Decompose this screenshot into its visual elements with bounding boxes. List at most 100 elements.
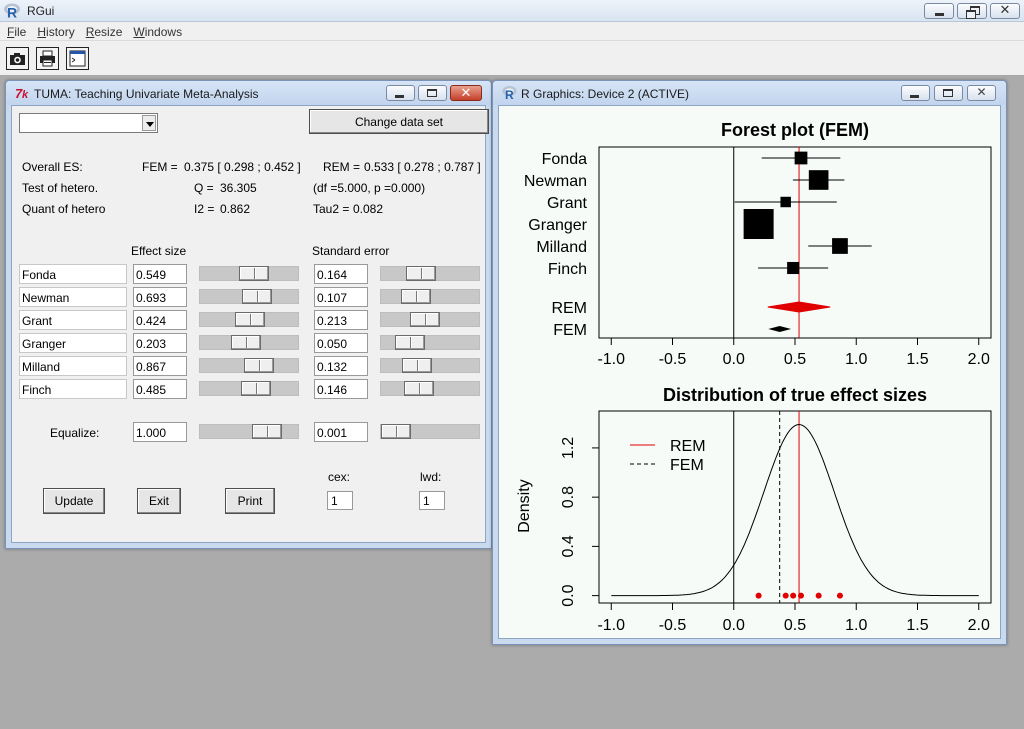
forest-x-tick-label: 0.0 xyxy=(723,351,745,368)
camera-button[interactable] xyxy=(6,47,29,70)
close-icon: ✕ xyxy=(976,85,987,99)
slider-thumb[interactable] xyxy=(402,358,432,373)
standard-error-slider[interactable] xyxy=(380,358,480,373)
effect-size-slider[interactable] xyxy=(199,289,299,304)
equalize-es-field[interactable]: 1.000 xyxy=(133,422,187,442)
slider-thumb[interactable] xyxy=(404,381,434,396)
density-study-point xyxy=(836,592,843,599)
effect-size-field[interactable]: 0.424 xyxy=(133,310,187,330)
standard-error-slider[interactable] xyxy=(380,312,480,327)
graphics-close-button[interactable]: ✕ xyxy=(967,85,996,101)
effect-size-field[interactable]: 0.867 xyxy=(133,356,187,376)
density-x-tick-label: 0.5 xyxy=(784,617,806,634)
slider-thumb[interactable] xyxy=(242,289,272,304)
slider-thumb[interactable] xyxy=(241,381,271,396)
density-y-tick-label: 1.2 xyxy=(560,437,577,459)
equalize-label: Equalize: xyxy=(50,426,100,440)
effect-size-field[interactable]: 0.485 xyxy=(133,379,187,399)
forest-summary-label: FEM xyxy=(553,322,587,339)
slider-thumb[interactable] xyxy=(381,424,411,439)
change-data-set-button[interactable]: Change data set xyxy=(309,109,489,134)
tuma-close-button[interactable]: ✕ xyxy=(450,85,482,101)
forest-study-marker xyxy=(832,238,848,254)
density-study-point xyxy=(755,592,762,599)
effect-size-slider[interactable] xyxy=(199,358,299,373)
effect-size-field[interactable]: 0.203 xyxy=(133,333,187,353)
forest-summary-label: REM xyxy=(551,300,587,317)
slider-thumb[interactable] xyxy=(252,424,282,439)
update-button[interactable]: Update xyxy=(43,488,105,514)
effect-size-field[interactable]: 0.549 xyxy=(133,264,187,284)
slider-thumb[interactable] xyxy=(239,266,269,281)
density-x-tick-label: -1.0 xyxy=(597,617,625,634)
slider-thumb[interactable] xyxy=(231,335,261,350)
slider-thumb[interactable] xyxy=(406,266,436,281)
standard-error-field[interactable]: 0.050 xyxy=(314,333,368,353)
effect-size-field[interactable]: 0.693 xyxy=(133,287,187,307)
minimize-button[interactable] xyxy=(924,3,954,19)
standard-error-field[interactable]: 0.146 xyxy=(314,379,368,399)
density-x-tick-label: 1.5 xyxy=(906,617,928,634)
forest-study-label: Finch xyxy=(548,261,587,278)
tuma-titlebar[interactable]: 7 k TUMA: Teaching Univariate Meta-Analy… xyxy=(6,81,491,105)
forest-study-label: Fonda xyxy=(542,151,587,168)
menu-item-windows[interactable]: Windows xyxy=(128,22,188,40)
cex-field[interactable]: 1 xyxy=(327,491,353,510)
forest-study-marker xyxy=(787,261,800,275)
tuma-minimize-button[interactable] xyxy=(386,85,415,101)
tuma-maximize-button[interactable] xyxy=(418,85,447,101)
dataset-combo[interactable] xyxy=(19,113,158,133)
print-button[interactable]: Print xyxy=(225,488,275,514)
forest-x-tick-label: 2.0 xyxy=(968,351,990,368)
restore-icon xyxy=(966,6,980,19)
forest-study-label: Granger xyxy=(528,217,587,234)
density-plot-box xyxy=(598,410,992,604)
menu-item-history[interactable]: History xyxy=(32,22,80,40)
standard-error-field[interactable]: 0.132 xyxy=(314,356,368,376)
slider-thumb[interactable] xyxy=(410,312,440,327)
graphics-maximize-button[interactable] xyxy=(934,85,963,101)
density-y-tick-label: 0.8 xyxy=(560,486,577,508)
density-study-point xyxy=(790,592,797,599)
graphics-titlebar[interactable]: R R Graphics: Device 2 (ACTIVE) ✕ xyxy=(493,81,1006,105)
effect-size-slider[interactable] xyxy=(199,335,299,350)
forest-study-marker xyxy=(808,170,829,190)
menu-item-file[interactable]: File xyxy=(2,22,32,40)
slider-thumb[interactable] xyxy=(395,335,425,350)
density-x-tick-label: 1.0 xyxy=(845,617,867,634)
forest-summary-diamond xyxy=(768,325,792,333)
slider-thumb[interactable] xyxy=(235,312,265,327)
standard-error-field[interactable]: 0.164 xyxy=(314,264,368,284)
study-name: Granger xyxy=(19,333,127,353)
slider-thumb[interactable] xyxy=(401,289,431,304)
equalize-es-slider[interactable] xyxy=(199,424,299,439)
close-button[interactable]: ✕ xyxy=(990,2,1020,19)
standard-error-slider[interactable] xyxy=(380,289,480,304)
graphics-minimize-button[interactable] xyxy=(901,85,930,101)
lwd-field[interactable]: 1 xyxy=(419,491,445,510)
forest-x-tick-label: 1.0 xyxy=(845,351,867,368)
print-toolbar-button[interactable] xyxy=(36,47,59,70)
effect-size-slider[interactable] xyxy=(199,312,299,327)
effect-size-slider[interactable] xyxy=(199,266,299,281)
chevron-down-icon[interactable] xyxy=(142,115,156,131)
restore-button[interactable] xyxy=(957,3,987,19)
standard-error-slider[interactable] xyxy=(380,335,480,350)
study-name: Milland xyxy=(19,356,127,376)
equalize-se-field[interactable]: 0.001 xyxy=(314,422,368,442)
standard-error-field[interactable]: 0.213 xyxy=(314,310,368,330)
svg-text:R: R xyxy=(7,5,17,20)
exit-button[interactable]: Exit xyxy=(137,488,181,514)
effect-size-slider[interactable] xyxy=(199,381,299,396)
forest-x-tick-label: -0.5 xyxy=(659,351,687,368)
fem-value: 0.375 [ 0.298 ; 0.452 ] xyxy=(184,160,301,174)
svg-text:k: k xyxy=(22,89,29,100)
slider-thumb[interactable] xyxy=(244,358,274,373)
console-button[interactable] xyxy=(66,47,89,70)
equalize-se-slider[interactable] xyxy=(380,424,480,439)
standard-error-slider[interactable] xyxy=(380,266,480,281)
menu-item-resize[interactable]: Resize xyxy=(81,22,129,40)
standard-error-slider[interactable] xyxy=(380,381,480,396)
standard-error-header: Standard error xyxy=(312,244,390,258)
standard-error-field[interactable]: 0.107 xyxy=(314,287,368,307)
